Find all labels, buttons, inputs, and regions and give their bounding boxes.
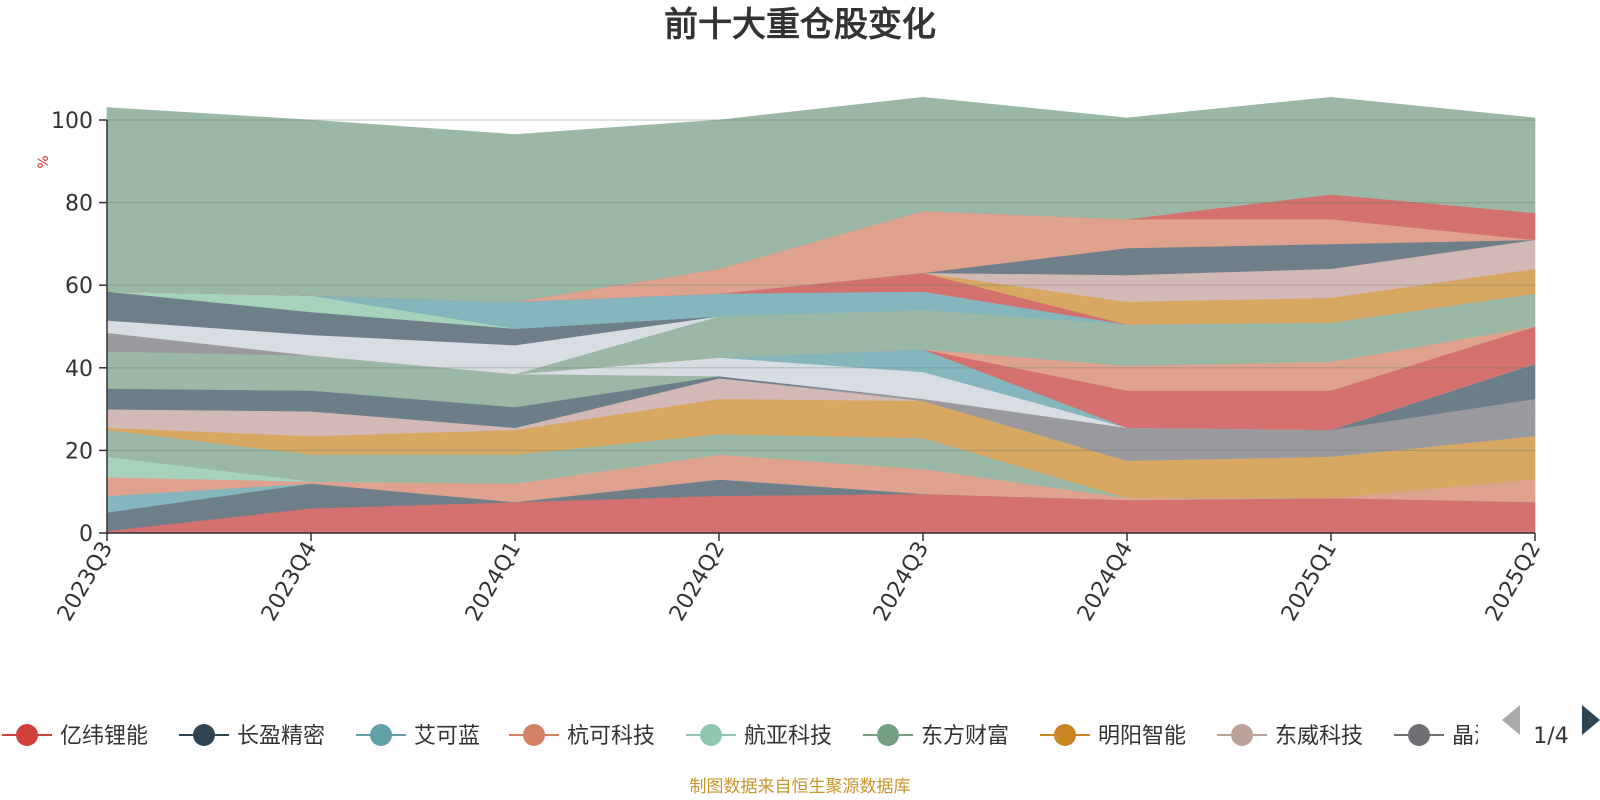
x-tick-label: 2024Q4 (1073, 538, 1138, 626)
legend-label: 长盈精密 (237, 724, 325, 749)
y-axis-unit: % (36, 155, 52, 168)
y-tick-label: 0 (79, 522, 93, 547)
area-layers (106, 96, 1536, 534)
legend-label: 晶澳科技 (1452, 724, 1540, 749)
legend-item[interactable]: 航亚科技 (686, 724, 832, 749)
legend[interactable]: 亿纬锂能 长盈精密 艾可蓝 杭可科技 航亚科技 东方财富 明阳智能 东威科技 晶澳科技 (2, 724, 1540, 749)
legend-item[interactable]: 杭可科技 (509, 724, 655, 749)
axes (106, 120, 1535, 534)
x-tick-label: 2024Q2 (665, 538, 730, 626)
legend-item[interactable]: 晶澳科技 (1394, 724, 1540, 749)
legend-item[interactable]: 亿纬锂能 (2, 724, 148, 749)
area-series-27 (106, 96, 1536, 303)
x-tick-label: 2025Q2 (1481, 538, 1546, 626)
legend-item[interactable]: 长盈精密 (179, 724, 325, 749)
legend-prev-icon[interactable] (1502, 705, 1520, 735)
x-tick-label: 2023Q4 (257, 538, 322, 626)
x-tick-label: 2025Q1 (1277, 538, 1342, 626)
legend-label: 艾可蓝 (414, 724, 480, 749)
legend-item[interactable]: 东威科技 (1217, 724, 1363, 749)
data-source-note: 制图数据来自恒生聚源数据库 (690, 777, 911, 797)
legend-marker-icon (1054, 724, 1076, 746)
legend-next-icon[interactable] (1582, 705, 1600, 735)
legend-marker-icon (523, 724, 545, 746)
legend-marker-icon (877, 724, 899, 746)
legend-marker-icon (1231, 724, 1253, 746)
legend-marker-icon (193, 724, 215, 746)
x-tick-label: 2024Q3 (869, 538, 934, 626)
chart-title: 前十大重仓股变化 (664, 5, 936, 45)
legend-label: 明阳智能 (1098, 724, 1186, 749)
legend-marker-icon (700, 724, 722, 746)
x-axis-ticks: 2023Q3 2023Q4 2024Q1 2024Q2 2024Q3 2024Q4 2025… (53, 533, 1546, 626)
legend-marker-icon (1408, 724, 1430, 746)
y-axis-ticks: 0 20 40 60 80 100 (51, 109, 107, 547)
y-tick-label: 20 (65, 439, 93, 464)
y-tick-label: 60 (65, 274, 93, 299)
legend-page-indicator: 1/4 (1533, 724, 1568, 749)
legend-label: 亿纬锂能 (60, 724, 148, 749)
y-tick-label: 40 (65, 357, 93, 382)
legend-label: 航亚科技 (744, 724, 832, 749)
y-tick-label: 80 (65, 192, 93, 217)
legend-label: 东威科技 (1275, 724, 1363, 749)
x-tick-label: 2024Q1 (461, 538, 526, 626)
legend-item[interactable]: 东方财富 (863, 724, 1009, 749)
legend-label: 东方财富 (921, 724, 1009, 749)
legend-pager: 1/4 (1502, 705, 1600, 749)
legend-label: 杭可科技 (567, 724, 655, 749)
legend-marker-icon (370, 724, 392, 746)
y-tick-label: 100 (51, 109, 93, 134)
legend-marker-icon (16, 724, 38, 746)
x-tick-label: 2023Q3 (53, 538, 118, 626)
legend-item[interactable]: 明阳智能 (1040, 724, 1186, 749)
legend-item[interactable]: 艾可蓝 (356, 724, 480, 749)
